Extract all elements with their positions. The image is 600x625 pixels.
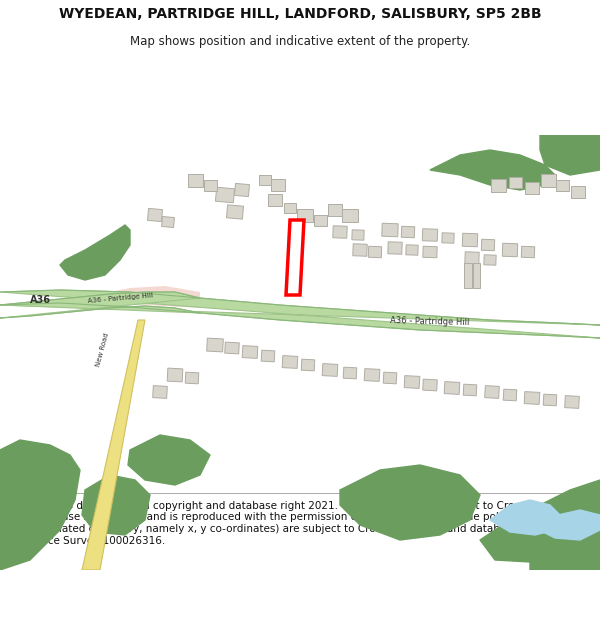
Bar	[524, 392, 540, 404]
Polygon shape	[530, 480, 600, 570]
Bar	[187, 174, 203, 186]
Bar	[242, 346, 258, 358]
Bar	[382, 223, 398, 237]
Bar	[322, 364, 338, 376]
Polygon shape	[535, 510, 600, 540]
Polygon shape	[430, 150, 555, 190]
Bar	[491, 179, 505, 191]
Bar	[352, 230, 364, 240]
Bar	[462, 233, 478, 247]
Text: A36 - Partridge Hill: A36 - Partridge Hill	[87, 292, 153, 304]
Text: WYEDEAN, PARTRIDGE HILL, LANDFORD, SALISBURY, SP5 2BB: WYEDEAN, PARTRIDGE HILL, LANDFORD, SALIS…	[59, 7, 541, 21]
Text: A36 - Partridge Hill: A36 - Partridge Hill	[390, 316, 470, 328]
Bar	[383, 372, 397, 384]
Bar	[541, 174, 556, 186]
Bar	[502, 243, 518, 257]
Text: A36: A36	[30, 295, 51, 305]
Bar	[226, 205, 244, 219]
Bar	[259, 175, 271, 185]
Bar	[297, 209, 313, 221]
Bar	[167, 368, 183, 382]
Bar	[353, 244, 367, 256]
Bar	[343, 367, 357, 379]
Bar	[148, 208, 163, 222]
Bar	[571, 186, 585, 198]
Bar	[271, 179, 285, 191]
Bar	[328, 204, 342, 216]
Bar	[401, 226, 415, 238]
Bar	[333, 226, 347, 238]
Bar	[485, 386, 499, 398]
Polygon shape	[82, 320, 145, 570]
Bar	[225, 342, 239, 354]
Bar	[422, 229, 438, 241]
Text: New Road: New Road	[95, 332, 110, 367]
Bar	[268, 194, 282, 206]
Bar	[185, 372, 199, 384]
Bar	[301, 359, 315, 371]
Bar	[556, 179, 569, 191]
Bar	[152, 386, 167, 398]
Bar	[235, 183, 250, 197]
Bar	[161, 216, 175, 227]
Bar	[509, 176, 521, 187]
Polygon shape	[0, 292, 200, 318]
Polygon shape	[480, 515, 565, 562]
Polygon shape	[286, 220, 304, 295]
Text: Map shows position and indicative extent of the property.: Map shows position and indicative extent…	[130, 35, 470, 48]
Bar	[442, 232, 454, 243]
Bar	[543, 394, 557, 406]
Bar	[525, 182, 539, 194]
Bar	[206, 338, 223, 352]
Text: Contains OS data © Crown copyright and database right 2021. This information is : Contains OS data © Crown copyright and d…	[9, 501, 585, 546]
Bar	[314, 214, 326, 226]
Bar	[342, 209, 358, 221]
Polygon shape	[128, 435, 210, 485]
Bar	[284, 203, 296, 213]
Bar	[364, 369, 380, 381]
Polygon shape	[490, 500, 560, 535]
Polygon shape	[0, 290, 600, 338]
Polygon shape	[0, 440, 80, 570]
Polygon shape	[82, 475, 150, 535]
Bar	[423, 379, 437, 391]
Bar	[565, 396, 580, 408]
Bar	[368, 246, 382, 258]
Bar	[444, 382, 460, 394]
Bar	[481, 239, 494, 251]
Bar	[406, 245, 418, 255]
Polygon shape	[60, 225, 130, 280]
Bar	[484, 255, 496, 265]
Bar	[521, 246, 535, 258]
Bar	[261, 350, 275, 362]
Bar	[465, 252, 479, 264]
Polygon shape	[540, 135, 600, 175]
Bar	[503, 389, 517, 401]
Polygon shape	[340, 465, 480, 540]
Bar	[404, 376, 420, 388]
Bar	[215, 188, 235, 202]
Bar	[203, 179, 217, 191]
Bar	[282, 356, 298, 368]
Bar	[473, 262, 479, 288]
Bar	[423, 246, 437, 258]
Bar	[463, 384, 477, 396]
Bar	[388, 242, 402, 254]
Bar	[464, 262, 472, 288]
Polygon shape	[100, 286, 200, 308]
